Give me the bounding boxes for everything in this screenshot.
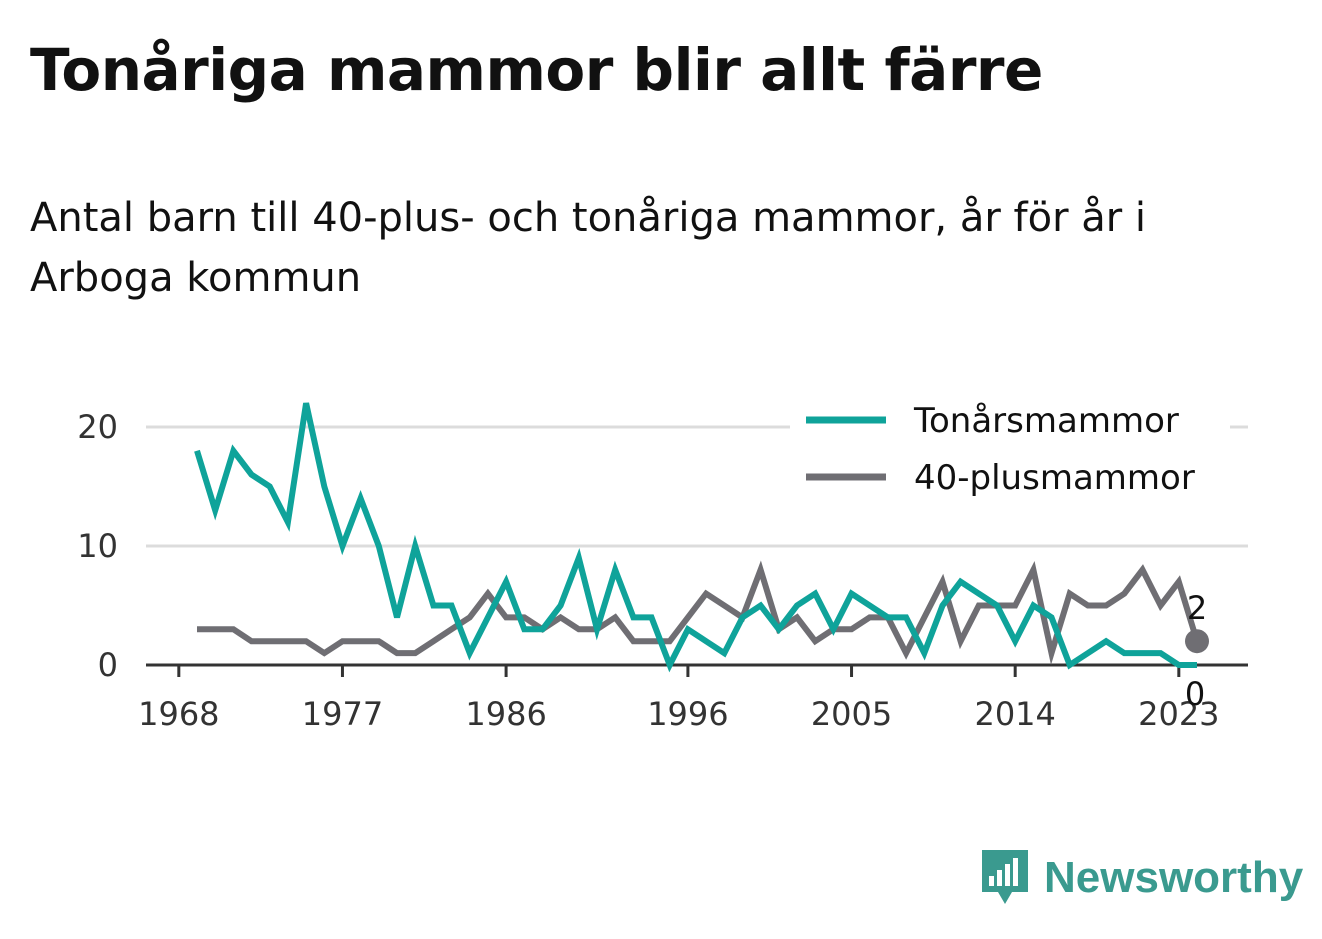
series-line-tonarsmammor: [194, 402, 1197, 673]
series-line-40-plusmammor: [197, 560, 1200, 665]
x-tick-label: 2023: [1138, 695, 1219, 733]
x-tick-label: 2014: [974, 695, 1055, 733]
bar-chart-speech-icon: [982, 850, 1028, 904]
end-label-40-plusmammor: 2: [1187, 589, 1207, 627]
x-tick-label: 2005: [811, 695, 892, 733]
legend: Tonårsmammor 40-plusmammor: [790, 395, 1230, 515]
y-tick-label: 10: [77, 527, 118, 565]
legend-label: 40-plusmammor: [914, 458, 1195, 498]
end-labels: 20: [1185, 589, 1209, 713]
y-tick-label: 20: [77, 408, 118, 446]
x-tick-label: 1968: [138, 695, 219, 733]
chart-subtitle: Antal barn till 40-plus- och tonåriga ma…: [30, 195, 1147, 301]
legend-label: Tonårsmammor: [913, 401, 1179, 441]
y-tick-label: 0: [98, 646, 118, 684]
legend-background: [790, 395, 1230, 515]
brand-logo: Newsworthy: [980, 848, 1303, 908]
end-point-40-plusmammor: [1185, 629, 1209, 654]
chart-title: Tonåriga mammor blir allt färre: [30, 36, 1043, 104]
end-label-tonarsmammor: 0: [1185, 675, 1205, 713]
x-tick-label: 1986: [465, 695, 546, 733]
x-tick-label: 1977: [302, 695, 383, 733]
brand-name: Newsworthy: [1044, 853, 1304, 902]
x-tick-label: 1996: [647, 695, 728, 733]
series-lines: [194, 402, 1200, 673]
